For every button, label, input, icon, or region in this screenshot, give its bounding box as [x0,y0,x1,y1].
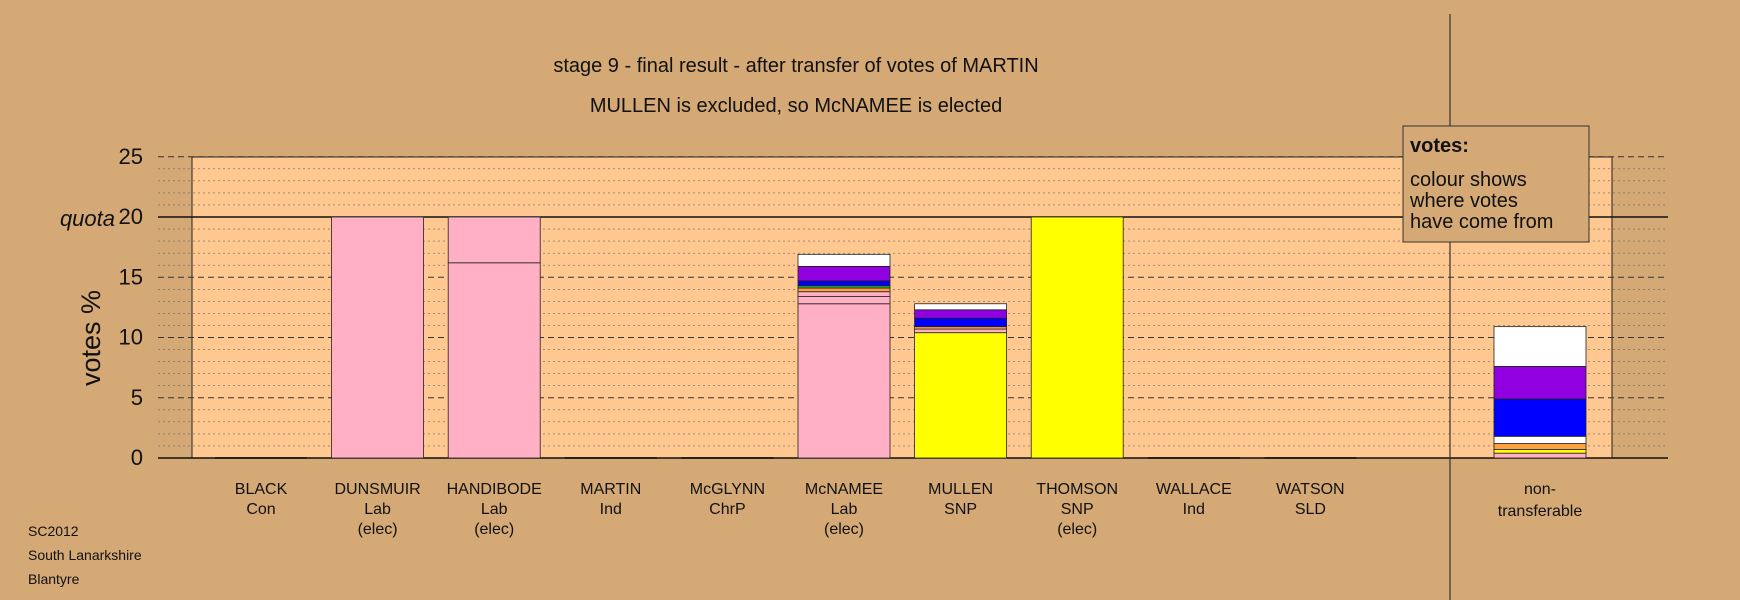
bar-segment [797,291,891,297]
bars [215,216,1587,459]
party-label: Lab [481,501,508,518]
candidate-name-label: BLACK [235,481,288,498]
elected-label: (elec) [824,521,864,538]
party-label: Con [246,501,275,518]
elected-label: (elec) [474,521,514,538]
nontransferable-segment [1493,449,1587,454]
bar-segment [797,287,891,293]
elected-label: (elec) [358,521,398,538]
plot-area [191,156,1613,459]
elected-label: (elec) [1057,521,1097,538]
party-label: ChrP [709,501,745,518]
quota-label: quota [60,206,115,231]
party-label: Lab [831,501,858,518]
nontransferable-label: transferable [1498,503,1583,520]
nontransferable-segment [1493,366,1587,400]
candidate-name-label: MARTIN [580,481,641,498]
bar-segment [797,266,891,282]
y-axis-ticks: 0 5 10 15 20 25 [119,144,143,470]
footer-line: Blantyre [28,571,80,587]
y-tick-label: 15 [119,264,143,289]
legend-line: where votes [1409,190,1518,212]
bar-segment [797,303,891,459]
candidate-name-label: WALLACE [1156,481,1232,498]
nontransferable-segment [1493,443,1587,450]
bar-segment [447,262,541,459]
candidate-name-label: McNAMEE [805,481,883,498]
bar-segment [914,328,1007,334]
y-tick-label: 0 [131,445,143,470]
party-label: SNP [944,501,977,518]
candidate-name-label: HANDIBODE [447,481,542,498]
y-tick-label: 20 [119,204,143,229]
bar-segment [797,253,891,267]
candidate-name-label: WATSON [1276,481,1344,498]
y-tick-label: 5 [131,385,143,410]
bar-segment [1030,216,1124,459]
party-label: Ind [1183,501,1205,518]
legend-box: votes: colour shows where votes have com… [1402,125,1590,243]
candidate-name-label: MULLEN [928,481,993,498]
bar-segment [914,303,1007,311]
nontransferable-label: non- [1524,481,1556,498]
nontransferable-segment [1493,398,1587,437]
footer-line: South Lanarkshire [28,547,142,563]
y-tick-label: 10 [119,325,143,350]
nontransferable-segment [1493,326,1587,367]
footer-line: SC2012 [28,523,79,539]
legend-line: colour shows [1410,169,1527,191]
party-label: Lab [364,501,391,518]
legend-title: votes: [1410,135,1469,157]
legend-line: have come from [1410,211,1553,233]
x-axis-labels: BLACK Con DUNSMUIR Lab (elec) HANDIBODE Lab (el… [235,481,1345,538]
party-label: SNP [1061,501,1094,518]
nontransferable-segment [1493,435,1587,444]
chart-subtitle: MULLEN is excluded, so McNAMEE is electe… [590,95,1002,117]
bar-segment [797,280,891,287]
bar-segment [447,216,541,264]
candidate-name-label: McGLYNN [690,481,765,498]
y-tick-label: 25 [119,144,143,169]
bar-segment [914,332,1007,459]
bar-segment [914,317,1007,328]
chart-title: stage 9 - final result - after transfer … [553,55,1038,77]
candidate-name-label: DUNSMUIR [334,481,420,498]
party-label: SLD [1295,501,1326,518]
y-axis-label: votes % [76,290,106,386]
bar-segment [797,296,891,305]
bar-segment [331,216,425,459]
bar-segment [914,309,1007,319]
party-label: Ind [600,501,622,518]
nontransferable-segment [1493,452,1587,459]
candidate-name-label: THOMSON [1036,481,1118,498]
